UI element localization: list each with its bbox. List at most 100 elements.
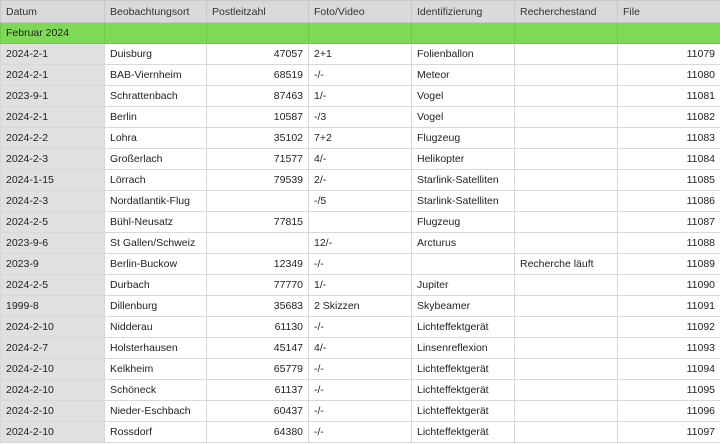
cell-postleitzahl[interactable]: 60437 (206, 400, 309, 422)
cell-identifizierung[interactable]: Vogel (411, 106, 515, 128)
cell-identifizierung[interactable]: Flugzeug (411, 127, 515, 149)
cell-identifizierung[interactable]: Flugzeug (411, 211, 515, 233)
cell-file[interactable]: 11086 (617, 190, 720, 212)
cell-recherchestand[interactable] (514, 85, 618, 107)
cell-file[interactable]: 11091 (617, 295, 720, 317)
cell-beobachtungsort[interactable]: Großerlach (104, 148, 207, 170)
cell-identifizierung[interactable]: Lichteffektgerät (411, 421, 515, 443)
cell-datum[interactable]: 2024-2-3 (0, 148, 105, 170)
cell[interactable] (411, 22, 515, 44)
cell-postleitzahl[interactable]: 77770 (206, 274, 309, 296)
cell-datum[interactable]: 2024-2-1 (0, 64, 105, 86)
cell-datum[interactable]: 2024-1-15 (0, 169, 105, 191)
cell[interactable] (617, 22, 720, 44)
cell-foto-video[interactable]: -/- (308, 316, 412, 338)
cell-identifizierung[interactable]: Jupiter (411, 274, 515, 296)
cell-recherchestand[interactable] (514, 232, 618, 254)
cell[interactable] (514, 22, 618, 44)
cell-beobachtungsort[interactable]: Berlin (104, 106, 207, 128)
cell-recherchestand[interactable] (514, 106, 618, 128)
cell-recherchestand[interactable] (514, 211, 618, 233)
header-beobachtungsort[interactable]: Beobachtungsort (104, 0, 207, 23)
cell-datum[interactable]: 2024-2-1 (0, 43, 105, 65)
cell-beobachtungsort[interactable]: BAB-Viernheim (104, 64, 207, 86)
cell-file[interactable]: 11092 (617, 316, 720, 338)
cell-identifizierung[interactable]: Starlink-Satelliten (411, 169, 515, 191)
cell-beobachtungsort[interactable]: Rossdorf (104, 421, 207, 443)
header-datum[interactable]: Datum (0, 0, 105, 23)
cell-foto-video[interactable]: 2/- (308, 169, 412, 191)
cell-datum[interactable]: 2024-2-5 (0, 274, 105, 296)
cell-file[interactable]: 11094 (617, 358, 720, 380)
cell-file[interactable]: 11080 (617, 64, 720, 86)
cell[interactable] (206, 22, 309, 44)
cell-foto-video[interactable]: 12/- (308, 232, 412, 254)
cell-datum[interactable]: 2024-2-10 (0, 400, 105, 422)
cell-file[interactable]: 11088 (617, 232, 720, 254)
cell-beobachtungsort[interactable]: Berlin-Buckow (104, 253, 207, 275)
header-file[interactable]: File (617, 0, 720, 23)
cell[interactable] (308, 22, 412, 44)
cell-datum[interactable]: 2024-2-10 (0, 358, 105, 380)
cell-beobachtungsort[interactable]: Nordatlantik-Flug (104, 190, 207, 212)
cell-postleitzahl[interactable]: 47057 (206, 43, 309, 65)
cell-datum[interactable]: 2023-9 (0, 253, 105, 275)
cell-recherchestand[interactable] (514, 64, 618, 86)
cell-recherchestand[interactable] (514, 43, 618, 65)
cell-file[interactable]: 11081 (617, 85, 720, 107)
cell-recherchestand[interactable] (514, 379, 618, 401)
cell-postleitzahl[interactable]: 61137 (206, 379, 309, 401)
cell-identifizierung[interactable] (411, 253, 515, 275)
cell-beobachtungsort[interactable]: Dillenburg (104, 295, 207, 317)
cell-recherchestand[interactable] (514, 400, 618, 422)
cell-datum[interactable]: 2024-2-10 (0, 379, 105, 401)
cell-recherchestand[interactable]: Recherche läuft (514, 253, 618, 275)
cell-beobachtungsort[interactable]: Nieder-Eschbach (104, 400, 207, 422)
cell-foto-video[interactable]: -/- (308, 358, 412, 380)
cell-file[interactable]: 11087 (617, 211, 720, 233)
cell-postleitzahl[interactable] (206, 232, 309, 254)
cell-foto-video[interactable]: 4/- (308, 337, 412, 359)
cell-datum[interactable]: 2024-2-10 (0, 316, 105, 338)
cell-file[interactable]: 11095 (617, 379, 720, 401)
cell-foto-video[interactable] (308, 211, 412, 233)
cell-postleitzahl[interactable]: 79539 (206, 169, 309, 191)
cell-recherchestand[interactable] (514, 421, 618, 443)
cell-recherchestand[interactable] (514, 295, 618, 317)
cell-recherchestand[interactable] (514, 316, 618, 338)
cell-foto-video[interactable]: -/5 (308, 190, 412, 212)
cell-identifizierung[interactable]: Skybeamer (411, 295, 515, 317)
cell-foto-video[interactable]: 1/- (308, 274, 412, 296)
cell-datum[interactable]: 1999-8 (0, 295, 105, 317)
group-label[interactable]: Februar 2024 (0, 22, 105, 44)
cell-beobachtungsort[interactable]: Nidderau (104, 316, 207, 338)
cell-foto-video[interactable]: -/- (308, 64, 412, 86)
cell-postleitzahl[interactable]: 65779 (206, 358, 309, 380)
cell-foto-video[interactable]: -/- (308, 421, 412, 443)
cell-recherchestand[interactable] (514, 274, 618, 296)
cell-foto-video[interactable]: 2+1 (308, 43, 412, 65)
cell-foto-video[interactable]: -/- (308, 379, 412, 401)
cell-beobachtungsort[interactable]: Schöneck (104, 379, 207, 401)
cell-foto-video[interactable]: 4/- (308, 148, 412, 170)
cell-file[interactable]: 11085 (617, 169, 720, 191)
cell-identifizierung[interactable]: Helikopter (411, 148, 515, 170)
cell-recherchestand[interactable] (514, 148, 618, 170)
cell-foto-video[interactable]: 2 Skizzen (308, 295, 412, 317)
cell-postleitzahl[interactable]: 35683 (206, 295, 309, 317)
cell-beobachtungsort[interactable]: Duisburg (104, 43, 207, 65)
cell-datum[interactable]: 2024-2-2 (0, 127, 105, 149)
cell-beobachtungsort[interactable]: Durbach (104, 274, 207, 296)
cell-datum[interactable]: 2024-2-7 (0, 337, 105, 359)
cell-beobachtungsort[interactable]: Kelkheim (104, 358, 207, 380)
cell-postleitzahl[interactable]: 61130 (206, 316, 309, 338)
cell-postleitzahl[interactable]: 87463 (206, 85, 309, 107)
cell-identifizierung[interactable]: Lichteffektgerät (411, 400, 515, 422)
cell-datum[interactable]: 2023-9-6 (0, 232, 105, 254)
cell-identifizierung[interactable]: Lichteffektgerät (411, 358, 515, 380)
cell-file[interactable]: 11089 (617, 253, 720, 275)
cell-postleitzahl[interactable]: 68519 (206, 64, 309, 86)
cell-file[interactable]: 11097 (617, 421, 720, 443)
cell-file[interactable]: 11082 (617, 106, 720, 128)
cell-identifizierung[interactable]: Lichteffektgerät (411, 316, 515, 338)
